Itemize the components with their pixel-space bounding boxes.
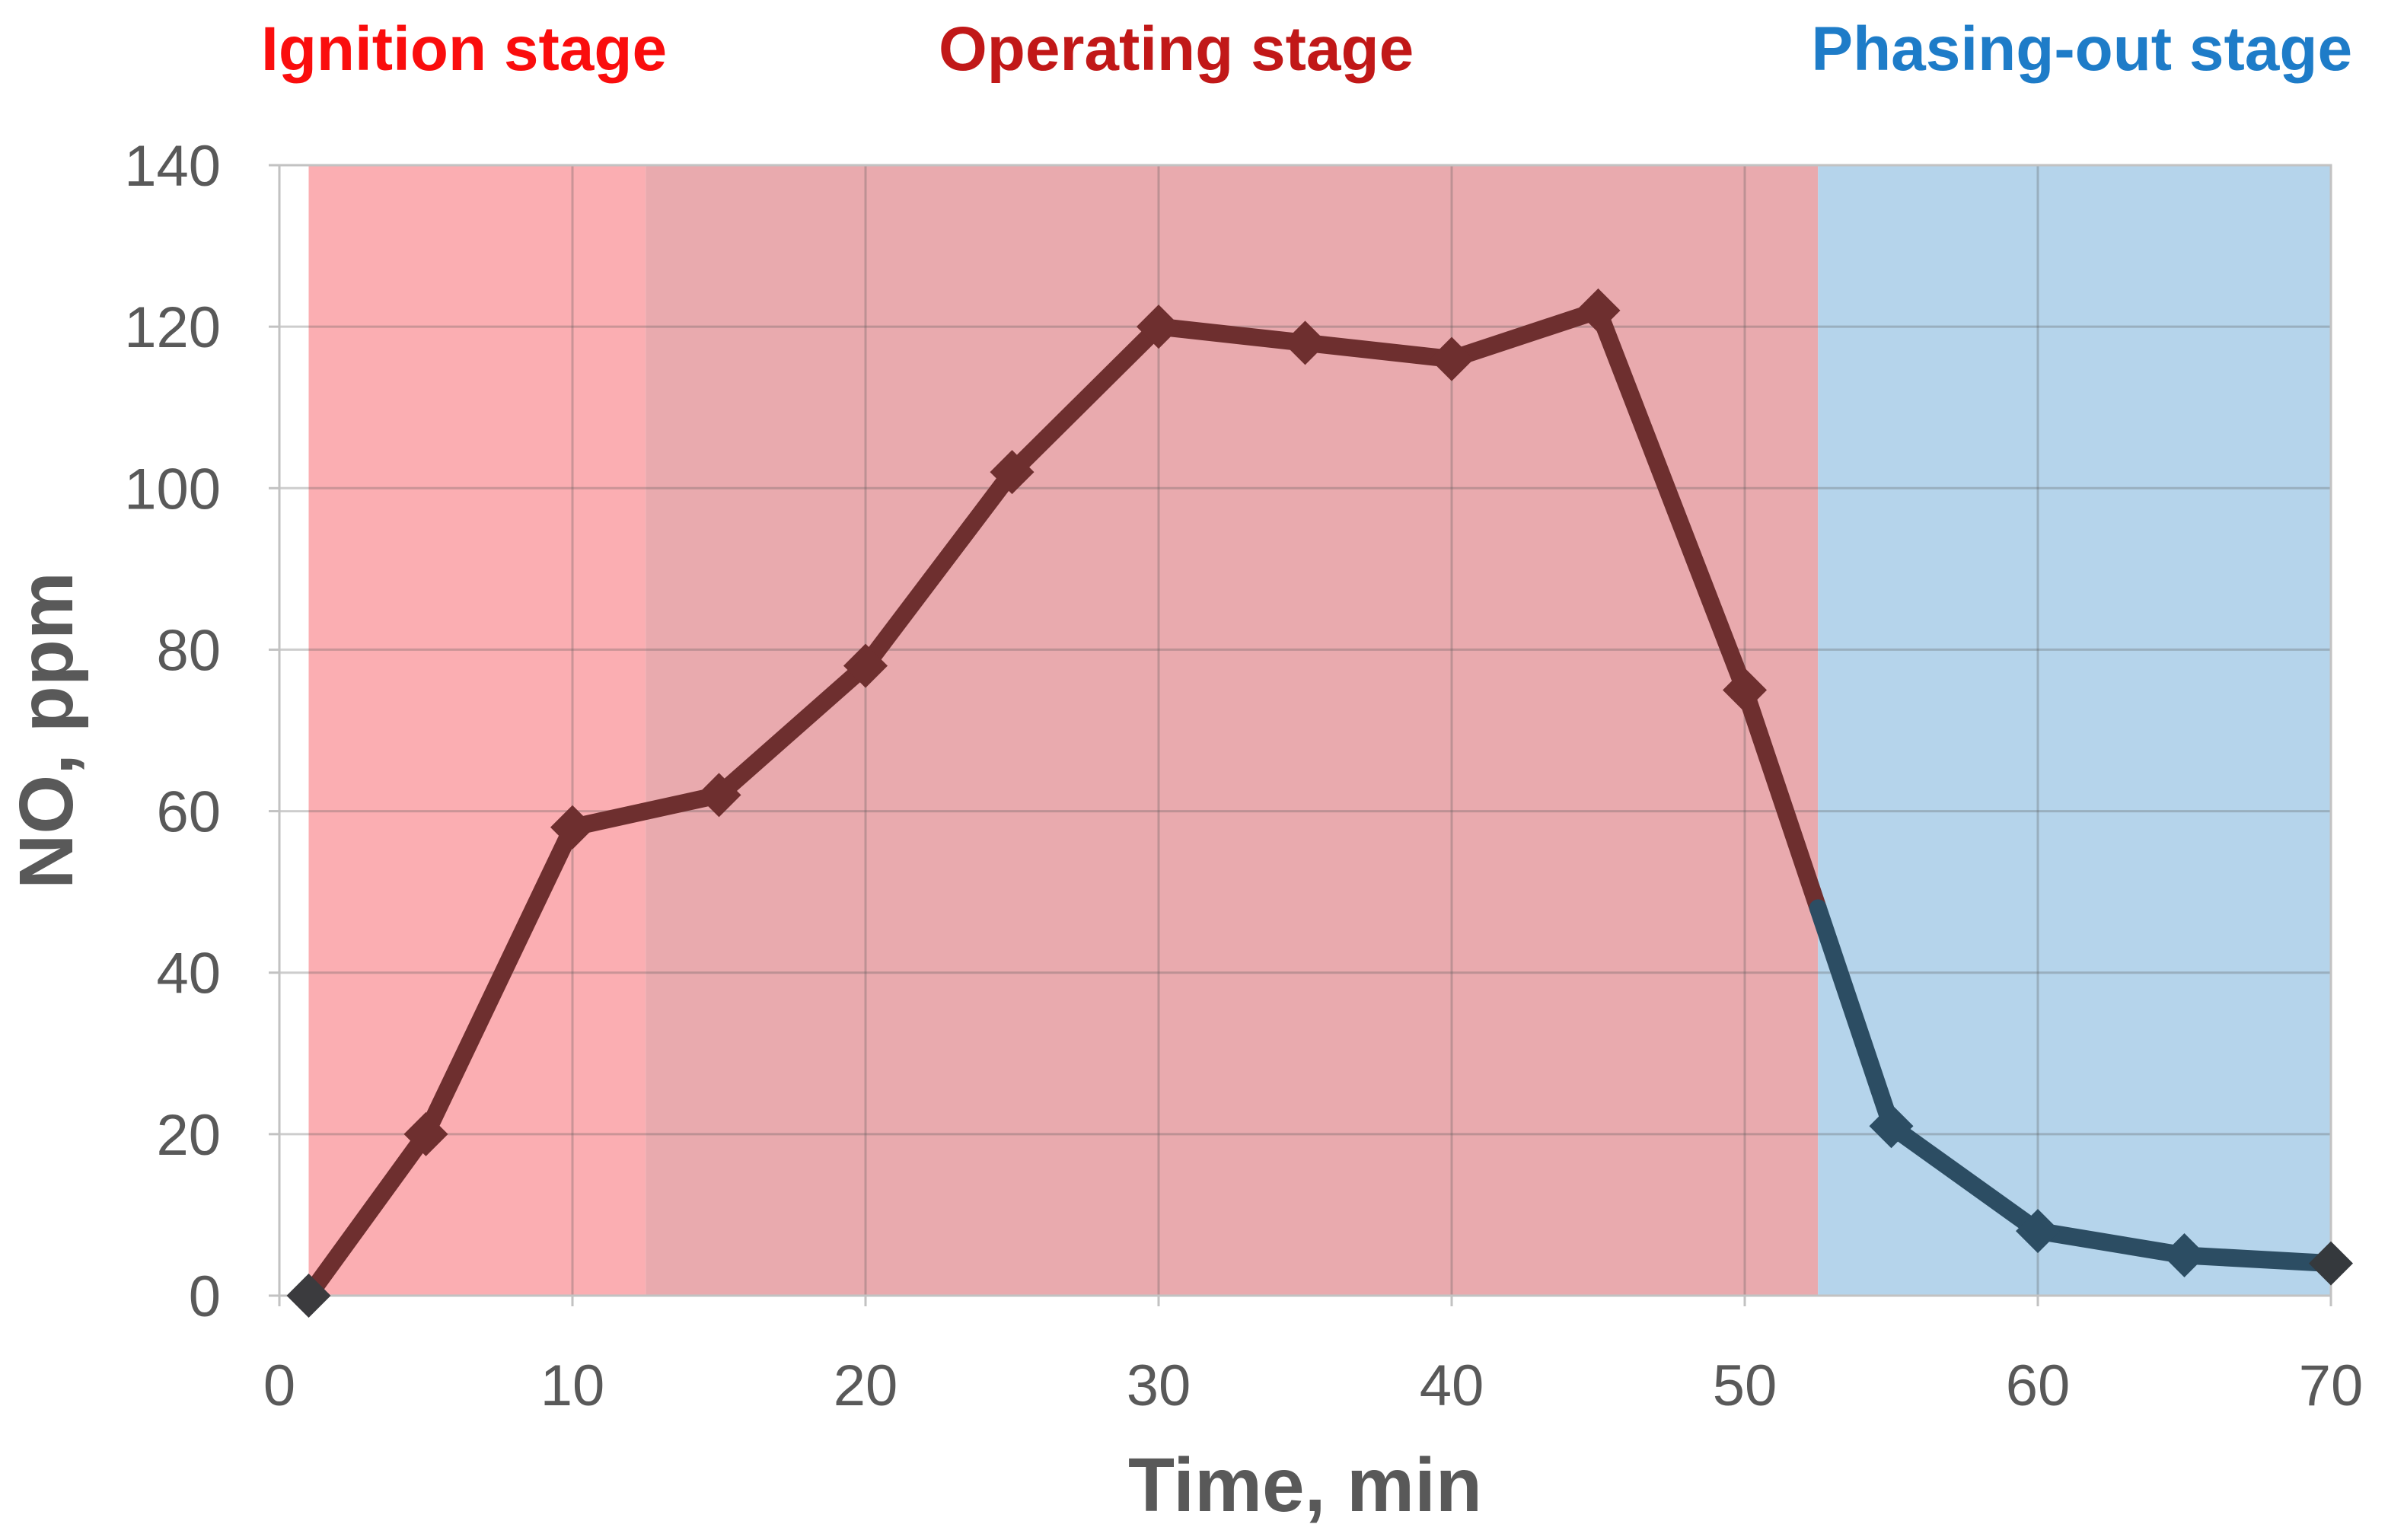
tick-labels: 0 10 20 30 40 50 60 70 0 20 40 60 80 100 120 140	[124, 134, 2363, 1418]
data-point-marker	[550, 805, 595, 850]
y-tick-label: 0	[189, 1264, 221, 1329]
data-point-marker	[1576, 288, 1621, 333]
stage-region-0	[308, 165, 646, 1296]
data-point-marker	[990, 450, 1035, 495]
data-point-marker	[1869, 1104, 1914, 1149]
y-tick-label: 80	[156, 618, 221, 683]
x-tick-label: 20	[834, 1353, 898, 1418]
y-tick-label: 20	[156, 1103, 221, 1168]
stage-label-operating: Operating stage	[939, 14, 1414, 84]
y-tick-label: 120	[124, 295, 221, 360]
stage-label-phasing-out: Phasing-out stage	[1811, 14, 2352, 84]
data-point-marker	[697, 773, 741, 818]
data-point-marker	[843, 643, 888, 688]
x-tick-label: 60	[2006, 1353, 2071, 1418]
y-tick-label: 40	[156, 942, 221, 1006]
stage-label-ignition: Ignition stage	[261, 14, 667, 84]
data-point-marker	[2162, 1232, 2207, 1277]
x-tick-label: 0	[263, 1353, 295, 1418]
line-series	[286, 288, 2353, 1318]
data-point-marker	[286, 1274, 331, 1318]
data-point-marker	[2016, 1209, 2060, 1254]
y-tick-label: 60	[156, 780, 221, 845]
x-tick-label: 50	[1713, 1353, 1777, 1418]
data-point-marker	[2309, 1241, 2353, 1286]
y-tick-label: 100	[124, 457, 221, 521]
data-point-marker	[1723, 668, 1767, 713]
plot-border	[278, 164, 2332, 1297]
x-tick-label: 40	[1420, 1353, 1484, 1418]
y-tick-label: 140	[124, 134, 221, 199]
x-tick-label: 30	[1127, 1353, 1191, 1418]
x-axis-title: Time, min	[1128, 1443, 1482, 1528]
gridlines	[279, 165, 2331, 1296]
line-segment-main	[300, 301, 1827, 1305]
stage-regions	[308, 165, 2331, 1296]
data-point-marker	[1283, 320, 1328, 365]
y-axis-title: NO, ppm	[4, 572, 89, 889]
axes	[269, 164, 2332, 1306]
stage-region-2	[1818, 165, 2331, 1296]
data-point-marker	[1430, 336, 1474, 381]
x-tick-label: 10	[540, 1353, 605, 1418]
data-point-marker	[1137, 304, 1181, 349]
x-tick-label: 70	[2299, 1353, 2364, 1418]
data-point-marker	[403, 1111, 448, 1156]
